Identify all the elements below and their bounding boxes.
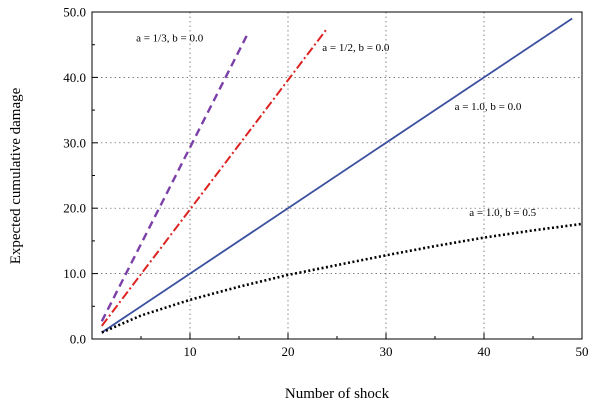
series-a-1-b-0-line <box>101 17 573 334</box>
x-tick-label: 10 <box>184 344 197 359</box>
series-a-1-3-b-0-line <box>100 31 250 322</box>
series-lines <box>100 17 583 334</box>
y-tick-label: 30.0 <box>63 135 86 150</box>
y-tick-label: 40.0 <box>63 70 86 85</box>
series-a-1-b-0-label: a = 1.0, b = 0.0 <box>455 101 522 113</box>
grid <box>92 12 582 339</box>
x-tick-label: 30 <box>380 344 393 359</box>
series-annotations: a = 1/3, b = 0.0 a = 1/2, b = 0.0 a = 1.0,… <box>136 32 536 219</box>
series-a-1-3-b-0-label: a = 1/3, b = 0.0 <box>136 32 204 44</box>
series-a-1-b-0-5-label: a = 1.0, b = 0.5 <box>469 207 536 219</box>
series-a-1-b-0-5-line <box>101 222 583 334</box>
y-tick-label: 20.0 <box>63 201 86 216</box>
x-axis-label: Number of shock <box>285 386 390 402</box>
y-tick-label: 0.0 <box>70 332 86 347</box>
y-tick-label: 50.0 <box>63 5 86 20</box>
y-axis-label: Expected cumulative damage <box>8 87 24 264</box>
x-tick-label: 40 <box>478 344 491 359</box>
x-tick-label: 50 <box>576 344 589 359</box>
x-tick-label: 20 <box>282 344 295 359</box>
series-a-1-2-b-0-line <box>101 27 328 327</box>
axis-ticks: 10 20 30 40 50 0.0 10.0 20.0 30.0 40.0 50.0 <box>63 5 588 360</box>
y-tick-label: 10.0 <box>63 266 86 281</box>
series-a-1-2-b-0-label: a = 1/2, b = 0.0 <box>322 42 390 54</box>
